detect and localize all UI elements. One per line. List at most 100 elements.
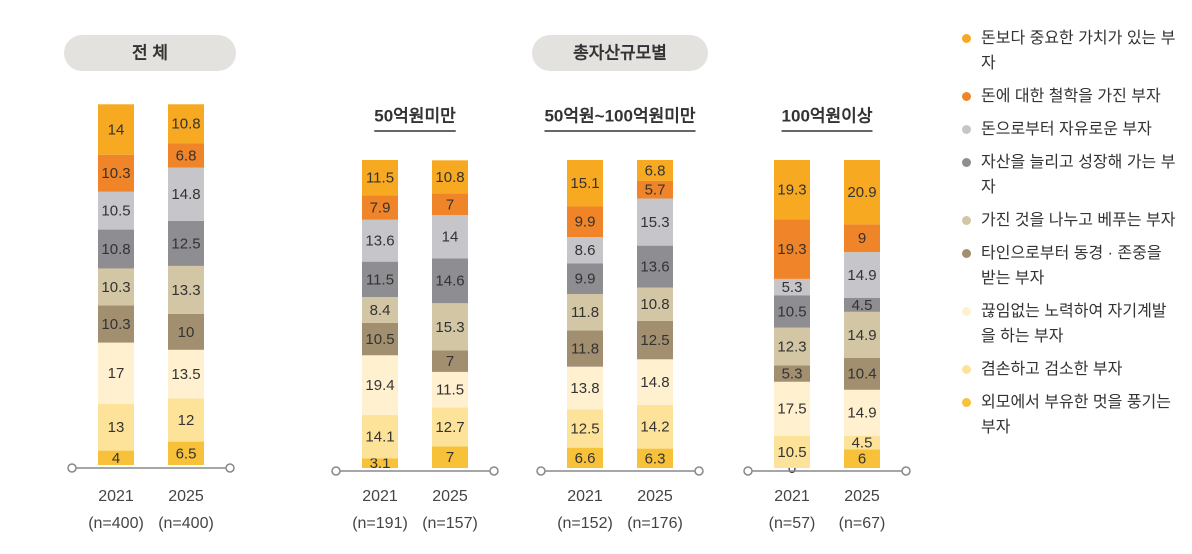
- legend-label: 돈보다 중요한 가치가 있는 부자: [981, 30, 1176, 72]
- bar-segment: [637, 404, 673, 449]
- value-label: 14.6: [435, 273, 464, 290]
- bar-segment: [432, 258, 468, 304]
- value-label: 15.1: [570, 175, 599, 192]
- legend-dot: [962, 158, 971, 167]
- value-label: 13: [108, 419, 125, 436]
- legend-dot: [962, 307, 971, 316]
- baseline-end: [743, 466, 753, 476]
- value-label: 3.1: [370, 455, 391, 472]
- value-label: 10.5: [365, 331, 394, 348]
- bar-segment: [567, 330, 603, 367]
- value-label: 14.1: [365, 429, 394, 446]
- bar-segment: [98, 305, 134, 343]
- value-label: 6.8: [645, 162, 666, 179]
- legend-item: 돈보다 중요한 가치가 있는 부자: [962, 26, 1177, 76]
- bar-segment: [567, 293, 603, 331]
- value-label: 10.8: [435, 169, 464, 186]
- legend-dot: [962, 125, 971, 134]
- header-pill: [532, 35, 708, 71]
- bar-segment: [168, 313, 204, 350]
- bar-segment: [567, 263, 603, 294]
- n-label: (n=67): [839, 515, 886, 532]
- panel-title: 100억원이상: [782, 106, 873, 125]
- bar-segment: [844, 160, 880, 225]
- bar-segment: [637, 160, 673, 181]
- n-label: (n=152): [557, 515, 613, 532]
- bar-segment: [844, 389, 880, 436]
- chart: 전 체 총자산규모별 4 13 17 10.3 10.3 10.8 10.5 10.3 14 20…: [64, 35, 911, 532]
- value-label: 17: [108, 365, 125, 382]
- value-label: 6.5: [176, 445, 197, 462]
- legend-item: 돈에 대한 철학을 가진 부자: [962, 84, 1177, 109]
- value-label: 14.9: [847, 327, 876, 344]
- value-label: 10.3: [101, 316, 130, 333]
- bar-segment: [567, 366, 603, 410]
- value-label: 19.3: [777, 182, 806, 199]
- value-label: 14.8: [640, 374, 669, 391]
- value-label: 11.8: [571, 340, 599, 357]
- bar-segment: [844, 435, 880, 450]
- bar-segment: [168, 167, 204, 221]
- value-label: 8.6: [575, 242, 596, 259]
- bar-segment: [844, 252, 880, 298]
- header-pill: [64, 35, 236, 71]
- bar-segment: [637, 287, 673, 321]
- bar-segment: [567, 206, 603, 237]
- bar-segment: [432, 193, 468, 216]
- legend-dot: [962, 249, 971, 258]
- panel-title: 50억원미만: [374, 106, 456, 125]
- value-label: 6.3: [645, 450, 666, 467]
- value-label: 14: [442, 229, 459, 246]
- value-label: 10.3: [101, 279, 130, 296]
- legend-item: 가진 것을 나누고 베푸는 부자: [962, 208, 1177, 233]
- bar-segment: [362, 415, 398, 459]
- value-label: 10.8: [640, 296, 669, 313]
- baseline-end: [901, 466, 911, 476]
- bar-segment: [362, 195, 398, 220]
- bar-segment: [774, 295, 810, 328]
- bar-segment: [362, 261, 398, 298]
- value-label: 7: [446, 196, 454, 213]
- value-label: 14.9: [847, 267, 876, 284]
- legend-label: 외모에서 부유한 멋을 풍기는 부자: [981, 394, 1171, 436]
- bar-segment: [168, 143, 204, 168]
- value-label: 8.4: [370, 302, 391, 319]
- value-label: 10.8: [171, 116, 200, 133]
- legend-dot: [962, 365, 971, 374]
- value-label: 9.9: [575, 271, 596, 288]
- legend-item: 자산을 늘리고 성장해 가는 부자: [962, 150, 1177, 200]
- value-label: 7.9: [370, 200, 391, 217]
- bar-segment: [774, 160, 810, 220]
- value-label: 12.5: [570, 420, 599, 437]
- header-by-assets: 총자산규모별: [573, 43, 667, 62]
- value-label: 14.2: [640, 419, 669, 436]
- x-tick-label: 2021: [774, 488, 810, 505]
- bar-segment: [362, 160, 398, 196]
- bar-segment: [98, 229, 134, 269]
- value-label: 11.5: [366, 271, 394, 288]
- baseline-end: [694, 466, 704, 476]
- value-label: 6: [858, 451, 866, 468]
- bar-segment: [432, 446, 468, 468]
- bar-segment: [168, 349, 204, 399]
- legend-label: 끊임없는 노력하여 자기계발을 하는 부자: [981, 303, 1167, 345]
- baseline-end: [331, 466, 341, 476]
- legend-dot: [962, 34, 971, 43]
- baseline-end: [67, 463, 77, 473]
- baseline-end: [536, 466, 546, 476]
- value-label: 4.5: [852, 435, 873, 452]
- value-label: 12: [178, 412, 195, 429]
- bar-segment: [637, 198, 673, 246]
- bar-segment: [98, 104, 134, 155]
- bar-segment: [168, 441, 204, 465]
- bar-segment: [567, 447, 603, 468]
- bar-segment: [774, 219, 810, 279]
- value-label: 14.8: [171, 186, 200, 203]
- baseline-end: [225, 463, 235, 473]
- value-label: 19.3: [777, 241, 806, 258]
- value-label: 9.9: [575, 214, 596, 231]
- x-tick-label: 2021: [98, 488, 134, 505]
- n-label: (n=57): [769, 515, 816, 532]
- value-label: 11.5: [366, 170, 394, 187]
